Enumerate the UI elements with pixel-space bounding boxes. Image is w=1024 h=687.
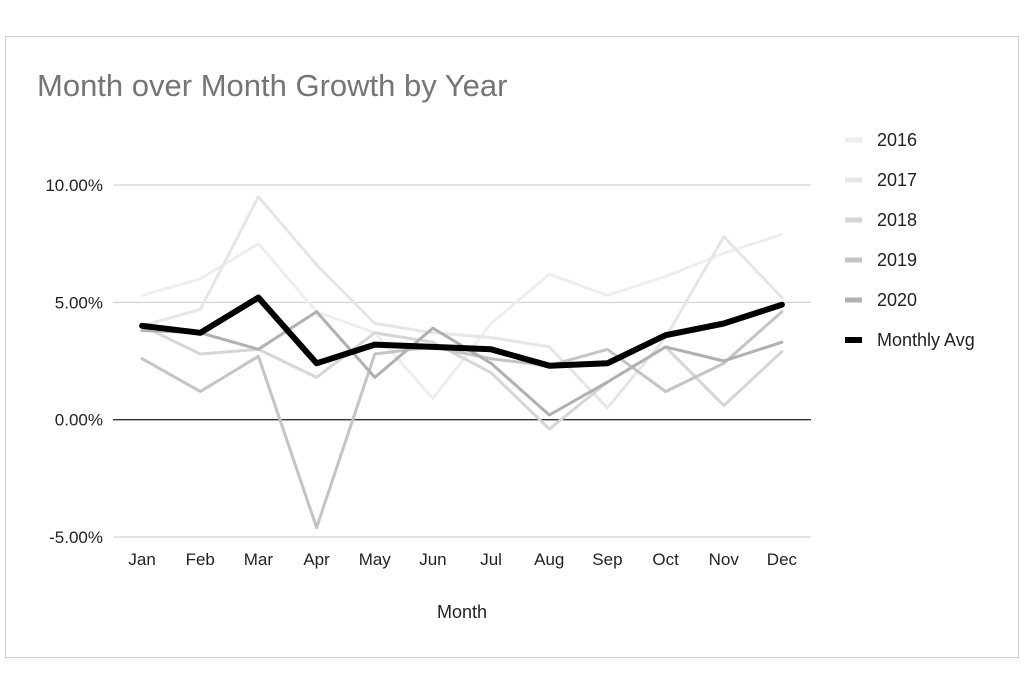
series-line — [139, 294, 785, 369]
x-tick-label: Nov — [709, 550, 740, 569]
legend-label: 2016 — [877, 130, 917, 150]
y-tick-label: 5.00% — [55, 293, 103, 312]
x-tick-label: Jun — [419, 550, 446, 569]
legend: 2016 2017 2018 2019 2020 Monthly Avg — [845, 130, 975, 350]
legend-label: 2018 — [877, 210, 917, 230]
series-line — [140, 232, 784, 400]
x-tick-label: Feb — [186, 550, 215, 569]
series-line — [140, 195, 784, 410]
gridlines — [113, 184, 811, 538]
legend-label: 2017 — [877, 170, 917, 190]
x-tick-label: Sep — [592, 550, 622, 569]
x-tick-label: Jul — [480, 550, 502, 569]
y-tick-label: 0.00% — [55, 411, 103, 430]
y-axis-labels: 10.00% 5.00% 0.00% -5.00% — [45, 176, 103, 547]
x-tick-label: May — [359, 550, 392, 569]
x-axis-labels: Jan Feb Mar Apr May Jun Jul Aug Sep Oct Nov Dec — [128, 550, 797, 569]
x-tick-label: Mar — [244, 550, 274, 569]
y-tick-label: 10.00% — [45, 176, 103, 195]
legend-label: 2019 — [877, 250, 917, 270]
legend-label: Monthly Avg — [877, 330, 975, 350]
x-tick-label: Apr — [303, 550, 330, 569]
x-tick-label: Aug — [534, 550, 564, 569]
x-tick-label: Dec — [767, 550, 798, 569]
chart-title: Month over Month Growth by Year — [37, 68, 508, 103]
legend-label: 2020 — [877, 290, 917, 310]
series-lines — [139, 195, 785, 530]
y-tick-label: -5.00% — [49, 528, 103, 547]
series-line — [140, 324, 784, 431]
x-tick-label: Oct — [652, 550, 679, 569]
series-line — [140, 310, 784, 530]
x-tick-label: Jan — [128, 550, 155, 569]
x-axis-title: Month — [437, 602, 487, 622]
